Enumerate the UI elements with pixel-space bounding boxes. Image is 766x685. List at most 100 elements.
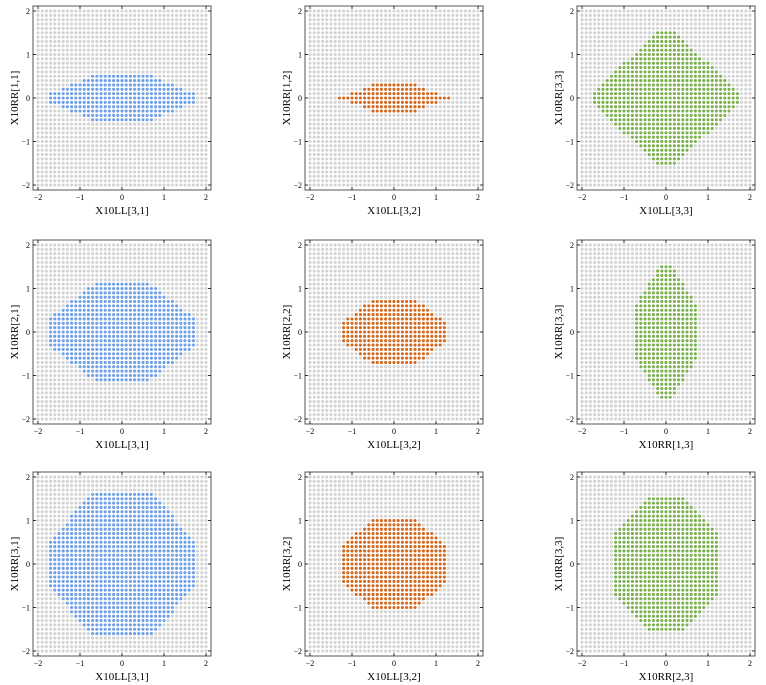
grid-point [149,31,153,35]
data-point [124,96,128,100]
grid-point [643,170,647,174]
grid-point [630,13,634,17]
grid-point [748,139,752,144]
data-point [651,83,655,87]
grid-point [618,22,622,26]
grid-point [200,87,204,91]
grid-point [65,44,69,48]
grid-point [719,70,723,74]
data-point [622,79,626,83]
data-point [618,96,622,100]
grid-point [78,135,82,139]
grid-point [36,83,40,87]
grid-point [609,26,613,30]
data-point [647,61,651,65]
grid-point [384,39,388,43]
data-point [120,109,124,113]
grid-point [735,35,739,39]
grid-point [191,174,195,178]
grid-point [196,179,200,183]
grid-point [392,57,396,61]
grid-point [426,126,430,130]
grid-point [316,183,320,187]
grid-point [396,183,400,187]
grid-point [350,174,354,178]
grid-point [200,18,204,22]
data-point [145,74,149,78]
grid-point [472,48,476,52]
grid-point [618,174,622,178]
grid-point [40,18,44,22]
grid-point [400,52,404,57]
grid-point [580,118,584,122]
grid-point [426,22,430,26]
grid-point [316,166,320,170]
grid-point [86,135,90,139]
grid-point [710,183,714,187]
grid-point [204,144,208,148]
grid-point [342,48,346,52]
grid-point [354,22,358,26]
grid-point [476,13,480,17]
grid-point [316,109,320,113]
data-point [57,100,61,104]
grid-point [635,44,639,48]
grid-point [609,61,613,65]
grid-point [53,66,57,70]
grid-point [44,139,48,144]
data-point [660,113,664,117]
data-point [618,83,622,87]
grid-point [689,35,693,39]
grid-point [396,66,400,70]
grid-point [580,87,584,91]
grid-point [463,100,467,104]
grid-point [626,157,630,161]
grid-point [430,61,434,65]
grid-point [166,74,170,78]
grid-point [65,26,69,30]
grid-point [375,22,379,26]
grid-point [413,113,417,117]
grid-point [175,13,179,17]
grid-point [396,161,400,165]
grid-point [593,9,597,13]
grid-point [409,22,413,26]
grid-point [70,174,74,178]
grid-point [580,139,584,144]
grid-point [363,113,367,117]
grid-point [86,153,90,157]
grid-point [614,39,618,43]
grid-point [740,144,744,148]
grid-point [472,126,476,130]
grid-point [166,39,170,43]
grid-point [434,13,438,17]
grid-point [354,135,358,139]
grid-point [170,31,174,35]
grid-point [74,48,78,52]
grid-point [698,161,702,165]
grid-point [723,170,727,174]
grid-point [447,92,451,96]
grid-point [187,105,191,109]
grid-point [86,179,90,183]
grid-point [455,122,459,126]
grid-point [49,44,53,48]
grid-point [196,153,200,157]
data-point [103,113,107,117]
grid-point [735,13,739,17]
grid-point [723,166,727,170]
grid-point [417,148,421,152]
grid-point [170,70,174,74]
grid-point [74,52,78,57]
grid-point [312,31,316,35]
grid-point [630,9,634,13]
grid-point [413,139,417,144]
grid-point [187,153,191,157]
grid-point [714,131,718,135]
grid-point [346,66,350,70]
grid-point [723,135,727,139]
grid-point [455,61,459,65]
grid-point [166,113,170,117]
grid-point [124,52,128,57]
data-point [141,74,145,78]
